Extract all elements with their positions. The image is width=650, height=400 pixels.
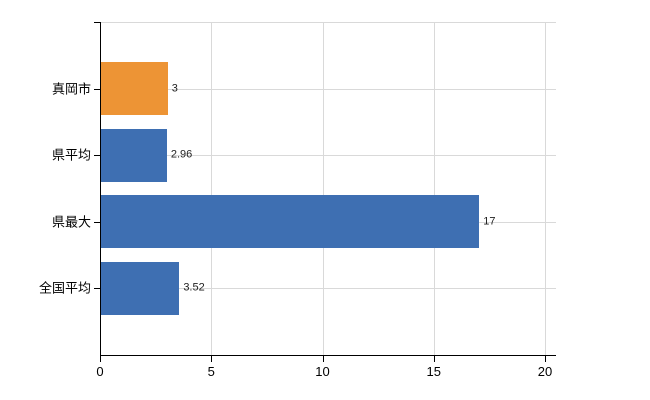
category-label: 真岡市 — [51, 81, 91, 97]
x-tick — [545, 355, 546, 362]
bar-value-label: 17 — [483, 215, 496, 228]
y-tick — [94, 88, 100, 90]
h-gridline — [100, 288, 556, 290]
bar-value-label: 3 — [171, 82, 178, 95]
v-gridline — [545, 22, 546, 355]
y-tick — [94, 22, 100, 23]
x-tick — [211, 355, 213, 362]
x-tick-label: 5 — [207, 364, 215, 379]
y-tick — [94, 288, 100, 290]
x-axis-line — [100, 355, 556, 356]
x-tick-label: 20 — [537, 364, 553, 379]
plot-top-border — [100, 22, 556, 23]
x-tick — [433, 355, 435, 362]
h-gridline — [100, 88, 556, 90]
x-tick — [322, 355, 324, 362]
category-label: 県最大 — [51, 214, 91, 230]
category-label: 全国平均 — [38, 280, 91, 296]
bar — [101, 261, 180, 315]
h-gridline — [100, 155, 556, 157]
y-axis-line — [100, 22, 101, 356]
y-tick — [94, 155, 100, 157]
v-gridline — [433, 22, 435, 355]
bar-value-label: 3.52 — [183, 281, 205, 294]
bar — [101, 62, 168, 116]
v-gridline — [211, 22, 213, 355]
bar-value-label: 2.96 — [170, 148, 193, 161]
x-tick-label: 10 — [315, 364, 330, 379]
y-tick — [94, 221, 100, 223]
x-tick — [100, 355, 101, 362]
bar — [101, 128, 167, 182]
x-tick-label: 0 — [96, 364, 104, 379]
bar — [101, 195, 480, 249]
x-tick-label: 15 — [426, 364, 441, 379]
category-label: 県平均 — [51, 147, 91, 163]
v-gridline — [322, 22, 324, 355]
